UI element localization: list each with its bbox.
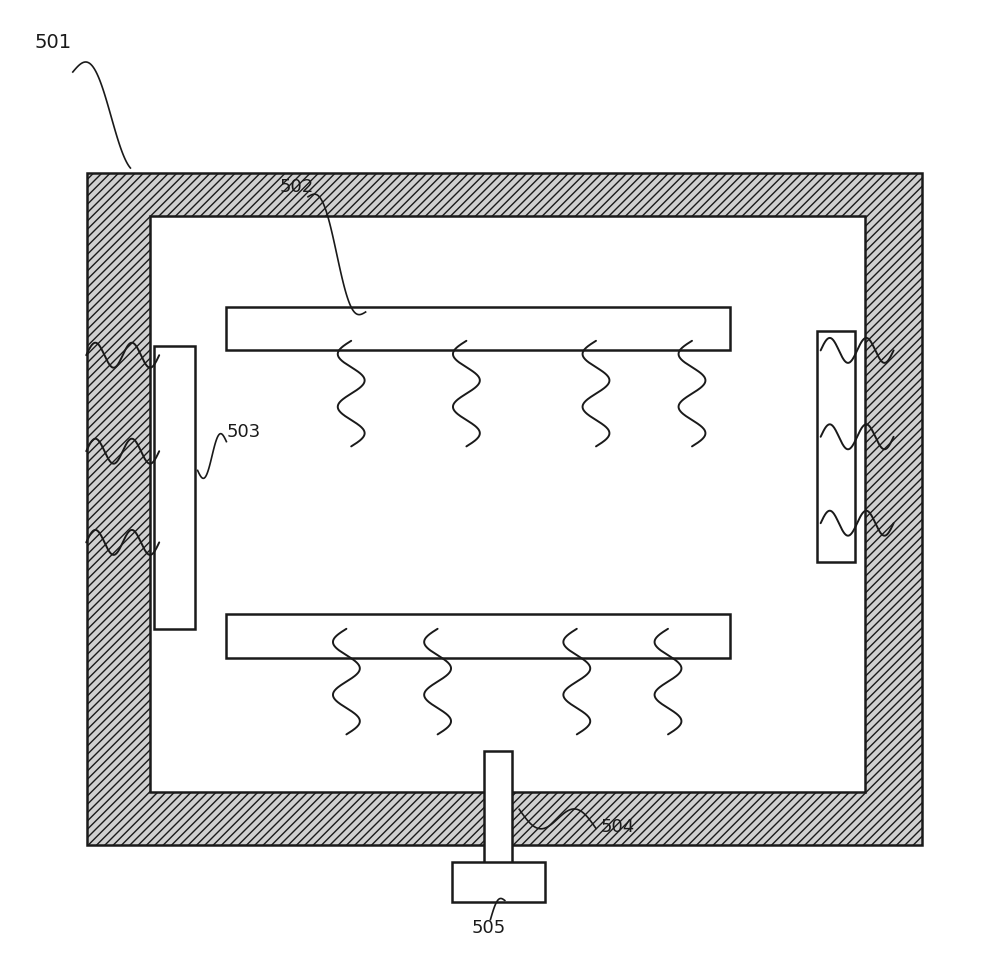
Bar	[154, 346, 195, 629]
Text: 503: 503	[226, 422, 261, 441]
Bar	[817, 331, 855, 562]
Text: 501: 501	[34, 33, 72, 52]
Text: 505: 505	[471, 919, 505, 937]
Text: 502: 502	[279, 178, 313, 196]
Text: 504: 504	[601, 818, 635, 836]
Bar	[226, 614, 730, 658]
Bar	[150, 216, 865, 792]
Bar	[452, 862, 545, 902]
Bar	[87, 173, 922, 845]
Bar	[226, 307, 730, 350]
Bar	[484, 751, 512, 880]
